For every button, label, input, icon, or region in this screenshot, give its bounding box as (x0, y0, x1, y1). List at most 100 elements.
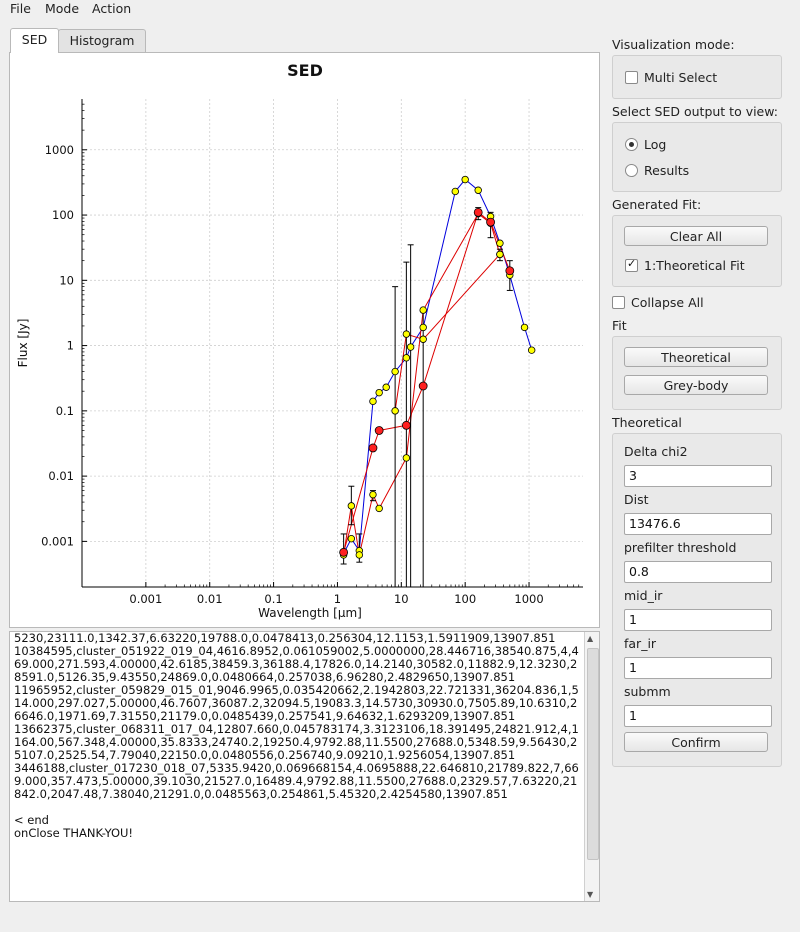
prefilter-threshold-input[interactable]: 0.8 (624, 561, 772, 583)
log-scrollbar[interactable]: ▲ ▼ (584, 632, 599, 901)
tab-histogram[interactable]: Histogram (58, 29, 146, 52)
data-point (347, 534, 356, 543)
data-point (418, 381, 428, 391)
chart-title: SED (287, 61, 323, 80)
series-lines (343, 178, 533, 556)
log-text: 5230,23111.0,1342.37,6.63220,19788.0,0.0… (14, 631, 579, 840)
data-point (391, 367, 399, 376)
x-tick-labels: 0.001 0.01 0.1 1 10 100 1000 (129, 592, 543, 606)
sed-output-label: Select SED output to view: (612, 104, 779, 119)
chart-grid (82, 99, 583, 587)
series-line-3 (394, 253, 501, 411)
data-point (402, 354, 411, 362)
y-tick-labels: 0.001 0.01 0.1 1 10 100 1000 (41, 143, 74, 549)
data-markers (339, 175, 536, 559)
data-point (402, 454, 411, 462)
y-tick-label: 1000 (45, 143, 74, 157)
visualization-mode-label: Visualization mode: (612, 37, 735, 52)
clear-all-button[interactable]: Clear All (624, 226, 768, 246)
data-point (474, 186, 482, 194)
dist-input[interactable]: 13476.6 (624, 513, 772, 535)
chart-axes (81, 99, 583, 588)
visualization-mode-group: Multi Select (612, 55, 782, 99)
submm-label: submm (624, 684, 671, 699)
far-ir-label: far_ir (624, 636, 657, 651)
results-radio[interactable]: Results (625, 162, 689, 178)
confirm-button[interactable]: Confirm (624, 732, 768, 752)
data-point (339, 547, 349, 557)
data-point (406, 343, 415, 351)
x-tick-label: 10 (394, 592, 409, 606)
series-line-1 (343, 212, 501, 556)
radio-results[interactable] (625, 164, 638, 177)
data-point (375, 504, 383, 513)
menu-file[interactable]: File (10, 1, 31, 16)
y-axis-label: Flux [Jy] (16, 319, 30, 368)
data-point (347, 502, 356, 510)
x-tick-label: 1 (334, 592, 341, 606)
scroll-up-icon[interactable]: ▲ (587, 634, 594, 643)
fit-item-checkbox[interactable]: 1:Theoretical Fit (625, 257, 745, 273)
submm-input[interactable]: 1 (624, 705, 772, 727)
sed-chart[interactable]: SED 0.001 0.01 0.1 1 10 100 1000 0.001 0.01 0.1 1… (10, 53, 599, 627)
delta-chi2-label: Delta chi2 (624, 444, 688, 459)
data-point (374, 426, 384, 435)
checkbox-box[interactable] (625, 71, 638, 84)
data-point (369, 397, 377, 406)
theoretical-label: Theoretical (612, 415, 682, 430)
multi-select-checkbox[interactable]: Multi Select (625, 69, 717, 85)
data-point (382, 383, 390, 391)
greybody-button[interactable]: Grey-body (624, 375, 768, 395)
checkbox-box[interactable] (625, 257, 638, 272)
data-point (461, 175, 469, 184)
data-point (369, 490, 377, 499)
checkbox-box[interactable] (612, 296, 625, 309)
data-point (401, 420, 411, 430)
data-point (527, 346, 536, 354)
sed-plot-panel: SED 0.001 0.01 0.1 1 10 100 1000 0.001 0.01 0.1 1… (9, 52, 600, 628)
delta-chi2-input[interactable]: 3 (624, 465, 772, 487)
data-point (496, 239, 504, 247)
y-tick-label: 10 (59, 273, 74, 287)
data-point (402, 330, 411, 338)
fit-label: Fit (612, 318, 627, 333)
y-tick-label: 1 (67, 339, 74, 353)
x-tick-label: 100 (454, 592, 476, 606)
data-point (451, 187, 459, 196)
x-tick-label: 0.1 (264, 592, 282, 606)
x-tick-label: 1000 (514, 592, 543, 606)
x-axis-label: Wavelength [µm] (258, 606, 362, 620)
data-point (520, 323, 529, 332)
y-tick-label: 0.1 (56, 404, 74, 418)
data-point (368, 443, 378, 453)
theoretical-group: Delta chi2 3 Dist 13476.6 prefilter thre… (612, 433, 782, 767)
radio-log[interactable] (625, 138, 638, 151)
theoretical-button[interactable]: Theoretical (624, 347, 768, 367)
tab-sed[interactable]: SED (10, 28, 59, 53)
data-point (419, 335, 427, 343)
x-tick-label: 0.01 (197, 592, 223, 606)
data-point (355, 551, 364, 559)
prefilter-threshold-label: prefilter threshold (624, 540, 737, 555)
dist-label: Dist (624, 492, 649, 507)
menu-mode[interactable]: Mode (45, 1, 80, 16)
data-point (486, 217, 495, 227)
x-tick-label: 0.001 (129, 592, 162, 606)
far-ir-input[interactable]: 1 (624, 657, 772, 679)
mid-ir-input[interactable]: 1 (624, 609, 772, 631)
scroll-down-icon[interactable]: ▼ (587, 890, 594, 899)
menu-action[interactable]: Action (92, 1, 132, 16)
y-tick-label: 0.001 (41, 534, 74, 548)
data-point (505, 266, 515, 276)
menu-bar: File Mode Action (0, 0, 800, 18)
log-radio[interactable]: Log (625, 136, 666, 152)
collapse-all-checkbox[interactable]: Collapse All (612, 294, 704, 310)
scroll-thumb[interactable] (587, 648, 599, 860)
y-tick-label: 0.01 (48, 469, 74, 483)
series-line-2 (343, 211, 511, 553)
log-output[interactable]: 5230,23111.0,1342.37,6.63220,19788.0,0.0… (9, 631, 600, 902)
data-point (391, 407, 399, 415)
mid-ir-label: mid_ir (624, 588, 663, 603)
generated-fit-group: Clear All 1:Theoretical Fit (612, 215, 782, 287)
y-tick-label: 100 (52, 208, 74, 222)
